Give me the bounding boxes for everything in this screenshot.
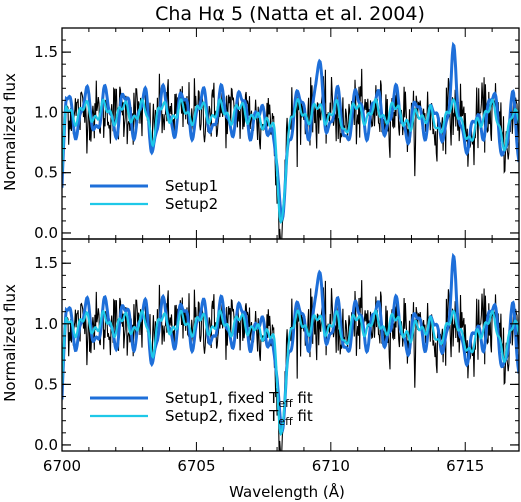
x-tick-label: 6710 <box>312 457 350 475</box>
legend-label: Setup2 <box>165 195 218 213</box>
y-tick-label: 0.5 <box>34 164 58 182</box>
x-tick-label: 6700 <box>43 457 81 475</box>
model-2-line <box>62 309 519 437</box>
y-tick-label: 0.0 <box>34 436 58 454</box>
x-axis-label: Wavelength (Å) <box>229 482 345 501</box>
y-tick-label: 1.0 <box>34 315 58 333</box>
legend-label: Setup2, fixed Teff fit <box>165 407 313 428</box>
x-tick-label: 6715 <box>446 457 484 475</box>
model-2-line <box>62 97 519 224</box>
legend-label: Setup1, fixed Teff fit <box>165 389 313 410</box>
bottom-panel: 0.0 0.5 1.0 1.5 6700 6705 6710 6715 Setup1, fixe… <box>34 238 520 475</box>
y-axis-label-top: Normalized flux <box>1 73 19 191</box>
legend-label: Setup1 <box>165 177 218 195</box>
y-tick-label: 1.5 <box>34 43 58 61</box>
y-tick-label: 0.0 <box>34 224 58 242</box>
x-tick-label: 6705 <box>177 457 215 475</box>
y-tick-label: 1.5 <box>34 254 58 272</box>
chart-title: Cha Hα 5 (Natta et al. 2004) <box>155 3 425 25</box>
y-tick-label: 1.0 <box>34 103 58 121</box>
plot-frame <box>61 238 520 452</box>
y-axis-label-bottom: Normalized flux <box>1 284 19 402</box>
y-tick-label: 0.5 <box>34 375 58 393</box>
